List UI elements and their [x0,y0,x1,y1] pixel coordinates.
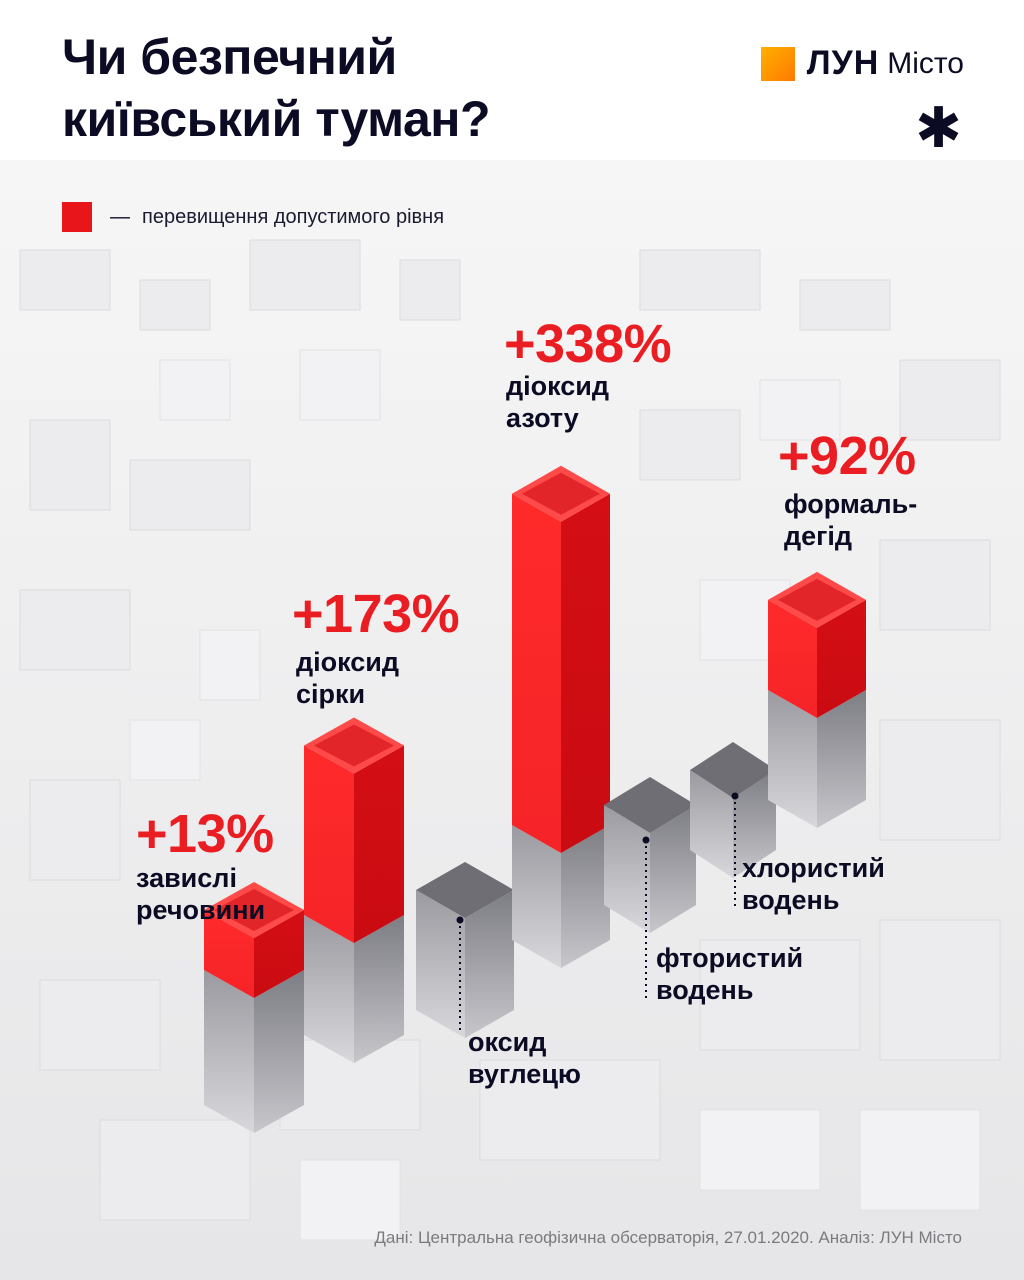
legend-text: перевищення допустимого рівня [142,205,445,228]
category-label-suspended: завислі речовини [136,863,266,925]
title-line-2: київський туман? [62,91,491,147]
logo-square-icon [760,46,795,81]
category-label-hydrogen-chloride: хлористий водень [742,853,885,915]
legend-dash: — [110,205,130,228]
logo-city: Місто [887,46,964,80]
legend-swatch [62,202,92,232]
header: Чи безпечний київський туман? ЛУН Місто … [0,0,1024,160]
logo-word: ЛУН [806,44,880,82]
value-label-formaldehyde: +92% [778,426,916,486]
category-label-carbon-monoxide: оксид вуглецю [468,1027,581,1089]
page-title: Чи безпечний київський туман? [62,26,491,150]
asterisk-icon: ✱ [915,96,962,159]
category-label-nitrogen: діоксид азоту [506,371,610,433]
value-label-sulfur: +173% [292,584,460,644]
category-label-hydrogen-fluoride: фтористий водень [656,943,804,1005]
category-label-formaldehyde: формаль- дегід [784,489,918,551]
brand-logo: ЛУН Місто [760,44,964,83]
category-label-sulfur: діоксид сірки [296,647,400,709]
value-label-nitrogen: +338% [504,314,672,374]
source-note: Дані: Центральна геофізична обсерваторія… [374,1228,962,1247]
legend: — перевищення допустимого рівня [62,202,444,232]
title-line-1: Чи безпечний [62,29,397,85]
value-label-suspended: +13% [136,804,274,864]
